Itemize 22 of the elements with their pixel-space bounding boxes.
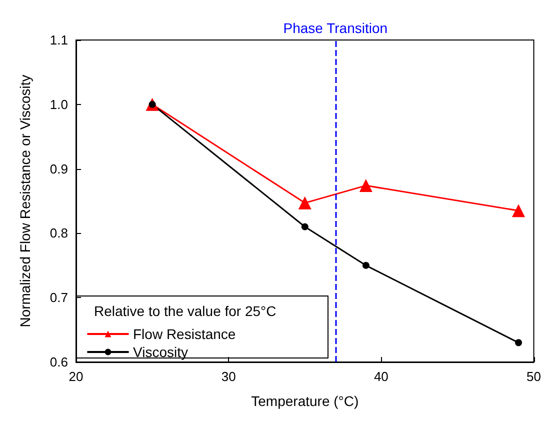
legend-title: Relative to the value for 25°C (94, 303, 276, 319)
point (298, 196, 312, 210)
y-tick-label: 1.0 (50, 96, 68, 112)
point (512, 204, 526, 218)
point (359, 179, 372, 192)
x-tick-label: 30 (221, 369, 236, 384)
ref-line-label: Phase Transition (283, 20, 388, 36)
y-tick-label: 0.8 (50, 226, 68, 241)
point (362, 262, 370, 269)
y-tick-label: 0.7 (50, 290, 68, 306)
legend-label: Flow Resistance (133, 326, 236, 342)
x-tick-label: 20 (68, 369, 84, 384)
x-tick-label: 50 (526, 369, 542, 384)
legend-label: Viscosity (133, 344, 188, 360)
point (515, 339, 522, 346)
y-tick-label: 0.9 (50, 161, 68, 176)
y-tick-label: 0.6 (50, 354, 68, 370)
point (301, 223, 308, 230)
x-axis-title: Temperature (°C) (251, 393, 359, 409)
y-axis-title: Normalized Flow Resistance or Viscosity (17, 74, 33, 328)
y-tick-label: 1.1 (50, 32, 68, 48)
x-tick-label: 40 (374, 369, 388, 384)
